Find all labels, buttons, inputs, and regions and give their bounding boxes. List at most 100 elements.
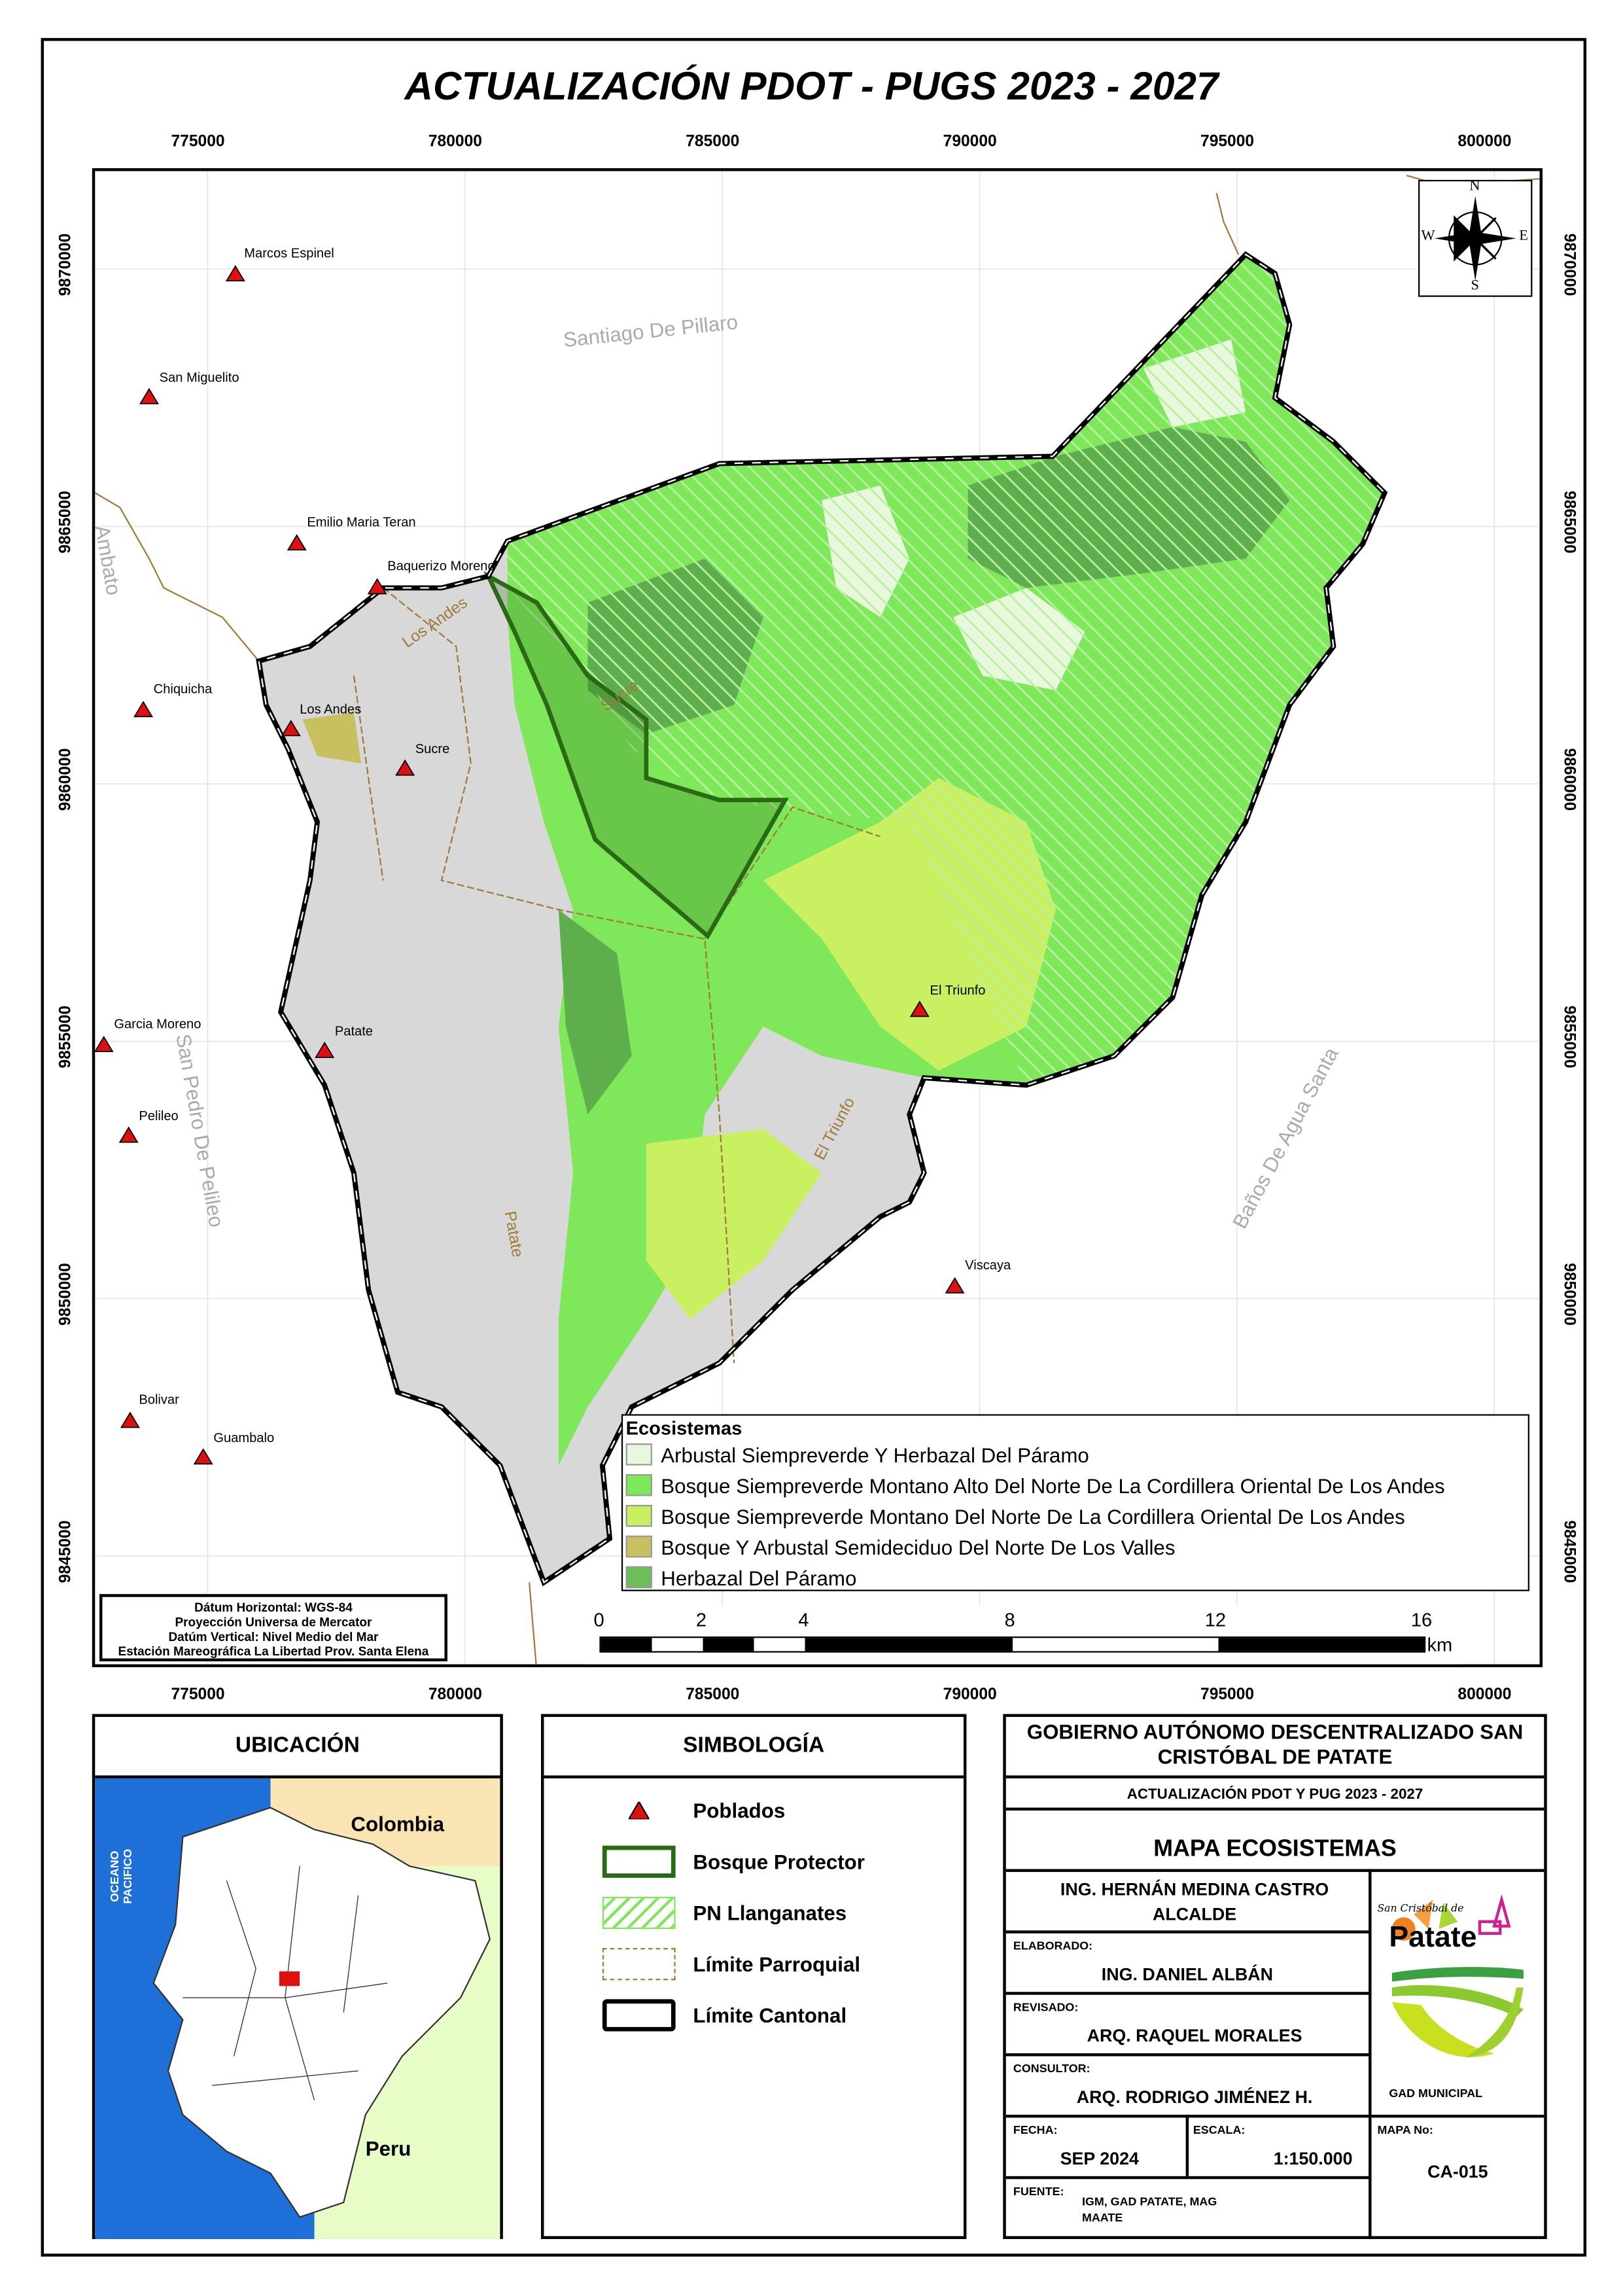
- tick: 9860000: [57, 748, 75, 811]
- symbol-limite-cantonal: Límite Cantonal: [602, 1999, 847, 2032]
- tick: 780000: [428, 1686, 482, 1704]
- town-marker: [118, 1126, 139, 1143]
- town-marker: [395, 759, 415, 776]
- subtitle: ACTUALIZACIÓN PDOT Y PUG 2023 - 2027: [1126, 1787, 1423, 1803]
- symbology-title: SIMBOLOGÍA: [544, 1717, 964, 1778]
- town-marker: [287, 534, 307, 551]
- swatch: [602, 1999, 676, 2032]
- town-marker: [367, 578, 387, 595]
- bosque-protector: [483, 571, 790, 940]
- outer-border: [41, 38, 1587, 2257]
- mapa-no-label: MAPA No:: [1377, 2123, 1433, 2137]
- town-label: Pelileo: [139, 1108, 179, 1123]
- town-label: Guambalo: [213, 1430, 275, 1445]
- legend-item: Herbazal Del Páramo: [625, 1562, 1526, 1593]
- tick: 9870000: [1560, 233, 1578, 296]
- town-marker: [909, 1000, 930, 1017]
- tick: 775000: [171, 133, 225, 151]
- mapa-no-value: CA-015: [1427, 2161, 1488, 2182]
- tick: 9850000: [1560, 1263, 1578, 1326]
- symbol-poblados: Poblados: [629, 1799, 785, 1822]
- symbol-bosque-protector: Bosque Protector: [602, 1845, 865, 1878]
- tick: 790000: [943, 133, 997, 151]
- town-marker: [193, 1448, 213, 1465]
- datum-line: Estación Mareográfica La Libertad Prov. …: [118, 1644, 429, 1659]
- legend-label: Herbazal Del Páramo: [661, 1565, 857, 1589]
- symbology-panel: SIMBOLOGÍA Poblados Bosque Protector PN …: [540, 1714, 967, 2239]
- swatch: [602, 1845, 676, 1878]
- ecosystem-legend: Ecosistemas Arbustal Siempreverde Y Herb…: [621, 1414, 1529, 1591]
- location-title: UBICACIÓN: [95, 1717, 500, 1778]
- title-block: GOBIERNO AUTÓNOMO DESCENTRALIZADO SAN CR…: [1003, 1714, 1547, 2239]
- tick: 780000: [428, 133, 482, 151]
- symbol-label: Límite Parroquial: [693, 1952, 861, 1976]
- logo-graphic: [1391, 1894, 1524, 2058]
- scale-label: 2: [695, 1608, 707, 1631]
- compass-w: W: [1421, 228, 1435, 245]
- tick: 9850000: [57, 1263, 75, 1326]
- legend-swatch: [625, 1504, 652, 1527]
- tick: 795000: [1200, 1686, 1255, 1704]
- datum-line: Proyección Universa de Mercator: [175, 1614, 372, 1629]
- gad-name: GOBIERNO AUTÓNOMO DESCENTRALIZADO SAN CR…: [1026, 1720, 1524, 1769]
- tick: 9845000: [1560, 1520, 1578, 1583]
- legend-label: Bosque Siempreverde Montano Alto Del Nor…: [661, 1473, 1445, 1497]
- town-label: Los Andes: [300, 701, 362, 717]
- fecha-label: FECHA:: [1013, 2123, 1058, 2137]
- tick: 9845000: [57, 1520, 75, 1583]
- tick: 800000: [1457, 1686, 1512, 1704]
- location-panel: UBICACIÓN Colombia Peru OCEANO PACIFICO: [92, 1714, 503, 2239]
- symbol-label: Poblados: [693, 1799, 786, 1822]
- legend-title: Ecosistemas: [625, 1417, 742, 1439]
- compass-e: E: [1519, 228, 1528, 245]
- town-label: El Triunfo: [930, 982, 986, 998]
- tick: 785000: [686, 1686, 740, 1704]
- town-label: Viscaya: [965, 1258, 1011, 1273]
- legend-swatch: [625, 1566, 652, 1589]
- town-label: Patate: [334, 1023, 374, 1038]
- compass-rose-icon: [1434, 196, 1516, 281]
- tick: 9865000: [1560, 491, 1578, 554]
- label-ocean: OCEANO PACIFICO: [108, 1848, 135, 1904]
- symbol-limite-parroquial: Límite Parroquial: [602, 1948, 861, 1981]
- tick: 775000: [171, 1686, 225, 1704]
- consultor-value: ARQ. RODRIGO JIMÉNEZ H.: [1076, 2087, 1313, 2108]
- symbol-pn-llanganates: PN Llanganates: [602, 1896, 847, 1930]
- legend-item: Bosque Y Arbustal Semideciduo Del Norte …: [625, 1531, 1526, 1562]
- elaborado-value: ING. DANIEL ALBÁN: [1101, 1964, 1274, 1985]
- parish-boundaries: [353, 587, 881, 1364]
- patate-logo: San Cristóbal de Patate GAD MUNICIPAL: [1377, 1885, 1538, 2104]
- logo-script: San Cristóbal de: [1377, 1902, 1464, 1915]
- town-label: Chiquicha: [153, 681, 213, 696]
- legend-label: Arbustal Siempreverde Y Herbazal Del Pár…: [661, 1442, 1089, 1466]
- label-colombia: Colombia: [351, 1812, 444, 1836]
- mayor-role: ALCALDE: [1152, 1904, 1237, 1925]
- town-label: Marcos Espinel: [244, 245, 334, 260]
- town-label: Emilio Maria Teran: [307, 514, 416, 530]
- north-arrow: N S W E: [1418, 178, 1533, 297]
- tick: 795000: [1200, 133, 1255, 151]
- fuente-value: IGM, GAD PATATE, MAG MAATE: [1082, 2194, 1217, 2226]
- scale-bar: 0 2 4 8 12 16 km: [585, 1606, 1463, 1665]
- scale-label: 4: [798, 1608, 809, 1631]
- symbol-label: Límite Cantonal: [693, 2004, 847, 2027]
- town-marker: [225, 265, 245, 282]
- town-markers: [95, 265, 965, 1465]
- symbol-label: PN Llanganates: [693, 1901, 847, 1925]
- legend-swatch: [625, 1443, 652, 1466]
- tick: 785000: [686, 133, 740, 151]
- compass-n: N: [1469, 178, 1480, 195]
- legend-item: Bosque Siempreverde Montano Alto Del Nor…: [625, 1470, 1526, 1500]
- elaborado-label: ELABORADO:: [1013, 1939, 1093, 1952]
- tick: 800000: [1457, 133, 1512, 151]
- town-marker: [139, 387, 159, 404]
- scale-unit: km: [1427, 1633, 1453, 1656]
- ecuador-shape: [152, 1807, 491, 2218]
- town-label: Baquerizo Moreno: [387, 558, 495, 574]
- fecha-value: SEP 2024: [1060, 2148, 1139, 2169]
- escala-value: 1:150.000: [1273, 2148, 1353, 2169]
- logo-name: Patate: [1389, 1921, 1477, 1954]
- legend-swatch: [625, 1535, 652, 1558]
- map-name: MAPA ECOSISTEMAS: [1153, 1837, 1397, 1862]
- mayor: ING. HERNÁN MEDINA CASTRO ALCALDE: [1006, 1878, 1384, 1928]
